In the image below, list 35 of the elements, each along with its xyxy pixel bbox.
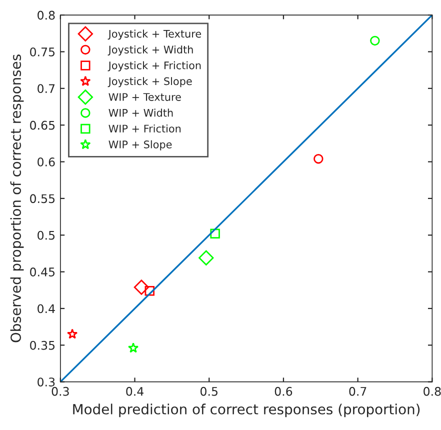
x-tick-label: 0.4 [126,386,144,396]
y-tick-label: 0.5 [38,230,55,240]
y-tick-label: 0.45 [30,268,55,276]
point [134,280,150,295]
y-tick-label: 0.65 [30,120,55,130]
y-tick-label: 0.4 [38,304,55,314]
y-tick-label: 0.35 [30,340,55,350]
point [66,328,78,339]
x-tick-label: 0.6 [274,386,292,396]
legend-label: Joystick + Texture [108,30,202,40]
point [370,36,380,46]
point [128,342,139,353]
y-tick-label: 0.75 [30,47,55,56]
point [144,286,154,296]
legend-label: Joystick + Slope [108,77,192,88]
legend-label: WIP + Slope [108,140,172,150]
x-tick-label: 0.3 [52,386,69,396]
legend-label: Joystick + Friction [108,61,201,72]
y-tick-label: 0.3 [38,378,55,386]
y-tick-label: 0.55 [30,194,55,204]
y-tick-label: 0.6 [38,157,55,166]
x-axis-title: Model prediction of correct responses (proportion) [73,404,420,418]
x-tick-label: 0.7 [349,386,366,396]
x-tick-label: 0.8 [424,386,441,396]
y-axis-title: Observed proportion of correct responses [10,54,24,342]
point [210,228,220,239]
x-tick-label: 0.5 [200,386,218,396]
y-tick-label: 0.8 [38,10,55,20]
legend-label: WIP + Width [108,108,173,117]
point [314,154,324,164]
point [198,250,214,266]
legend-label: Joystick + Width [108,45,193,56]
legend-label: WIP + Friction [108,124,181,133]
legend-label: WIP + Texture [108,93,181,101]
y-tick-label: 0.7 [38,84,55,94]
